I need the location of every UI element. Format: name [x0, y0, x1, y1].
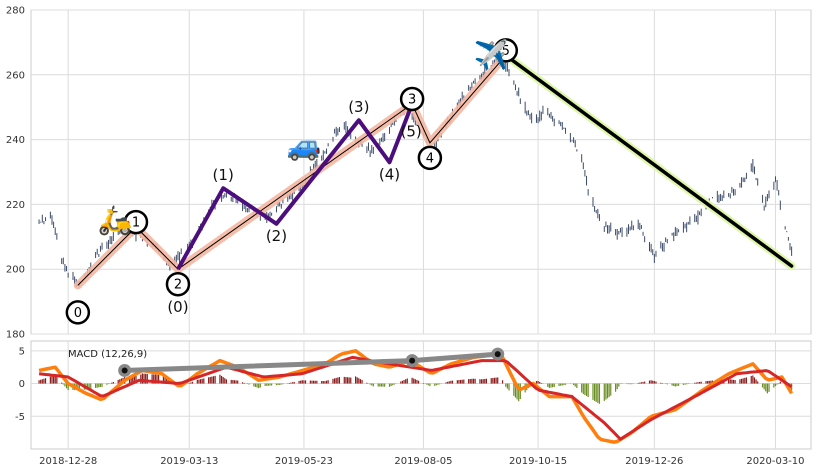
- intermediate-wave-line: [176, 103, 414, 271]
- divergence-point-center: [409, 357, 416, 364]
- wave-label-1: 1: [132, 216, 140, 231]
- intermediate-label: (2): [266, 227, 287, 245]
- divergence-point-center: [494, 351, 501, 358]
- price-y-tick-label: 280: [6, 6, 25, 17]
- x-tick-label: 2019-08-05: [394, 456, 452, 467]
- x-tick-label: 2019-12-26: [625, 456, 683, 467]
- wave-label-0: 0: [74, 306, 82, 321]
- macd-title: MACD (12,26,9): [68, 349, 147, 360]
- wave-circle-2: [165, 271, 191, 297]
- price-y-tick-label: 180: [6, 330, 25, 341]
- wave-label-4: 4: [426, 151, 434, 166]
- wave-circle-1: [123, 209, 149, 235]
- wave-circle-3: [399, 86, 425, 112]
- price-y-tick-label: 220: [6, 200, 25, 211]
- price-y-tick-label: 240: [6, 135, 25, 146]
- x-tick-label: 2019-10-15: [509, 456, 567, 467]
- signal-line: [38, 355, 793, 441]
- x-tick-label: 2019-05-23: [275, 456, 333, 467]
- wave-label-2: 2: [174, 278, 182, 293]
- wave-label-5: 5: [502, 44, 510, 59]
- intermediate-label: (1): [213, 166, 234, 184]
- airplane-icon: ✈️: [474, 37, 509, 71]
- corrective-line: [504, 53, 794, 268]
- intermediate-label: (0): [167, 298, 188, 316]
- scooter-icon: 🛵: [98, 204, 133, 237]
- primary-wave-line: [77, 55, 507, 286]
- wave-circle-0: [65, 300, 91, 325]
- x-tick-label: 2019-03-13: [160, 456, 218, 467]
- intermediate-label: (4): [379, 165, 400, 183]
- wave-circle-4: [417, 145, 443, 171]
- car-icon: 🚙: [286, 129, 321, 162]
- intermediate-label: (3): [348, 98, 369, 116]
- intermediate-label: (5): [400, 122, 421, 140]
- macd-y-tick-label: 5: [19, 346, 25, 357]
- wave-circle-5: [493, 38, 519, 63]
- price-panel: [30, 9, 812, 335]
- x-tick-label: 2020-03-10: [746, 456, 804, 467]
- wave-label-3: 3: [408, 92, 416, 107]
- x-tick-label: 2018-12-28: [39, 456, 97, 467]
- macd-y-tick-label: -5: [15, 412, 25, 423]
- macd-y-tick-label: 0: [19, 379, 25, 390]
- price-y-tick-label: 200: [6, 265, 25, 276]
- price-y-tick-label: 260: [6, 70, 25, 81]
- divergence-point-center: [121, 367, 128, 374]
